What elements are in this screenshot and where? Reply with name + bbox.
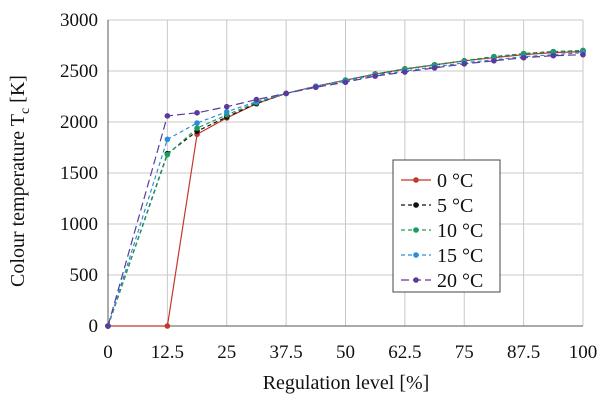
legend-label: 5 °C: [437, 195, 473, 217]
x-tick-label: 87.5: [507, 342, 540, 363]
axes: [107, 20, 583, 327]
data-point: [372, 73, 378, 79]
y-axis-title-main: Colour temperature T: [7, 114, 29, 287]
legend-swatch-marker: [413, 177, 419, 183]
data-point: [402, 69, 408, 75]
series-line: [107, 54, 584, 327]
x-tick-label: 62.5: [388, 342, 421, 363]
y-tick-label: 0: [89, 316, 99, 337]
legend: 0 °C 5 °C 10 °C 15 °C 20 °C: [392, 159, 501, 293]
legend-swatch-marker: [413, 227, 419, 233]
y-tick-label: 500: [70, 265, 99, 286]
x-tick-label: 50: [336, 342, 355, 363]
x-axis-title: Regulation level [%]: [263, 372, 430, 394]
y-tick-label: 1000: [60, 214, 98, 235]
series-line: [107, 50, 584, 327]
legend-label: 0 °C: [437, 170, 473, 192]
data-point: [164, 113, 171, 119]
data-point: [164, 323, 171, 329]
y-tick-label: 2000: [60, 112, 98, 133]
legend-swatch-marker: [413, 252, 419, 258]
legend-swatch-marker: [413, 202, 419, 208]
data-point: [194, 120, 200, 126]
legend-label: 10 °C: [437, 220, 483, 242]
x-tick-label: 12.5: [151, 342, 184, 363]
data-point: [223, 109, 230, 115]
data-point: [253, 96, 260, 103]
x-tick-label: 0: [103, 342, 113, 363]
series-layer: [105, 47, 586, 329]
y-tick-label: 3000: [60, 10, 98, 31]
y-tick-labels: 0 500 1000 1500 2000 2500 3000: [60, 10, 98, 337]
x-tick-label: 100: [569, 342, 598, 363]
series-4: [105, 51, 586, 329]
data-point: [283, 90, 289, 97]
data-point: [313, 84, 319, 91]
data-point: [431, 65, 438, 71]
legend-swatch-marker: [413, 277, 419, 283]
data-point: [461, 61, 468, 67]
y-tick-label: 2500: [60, 61, 98, 82]
data-point: [342, 79, 349, 86]
x-tick-label: 25: [217, 342, 236, 363]
data-point: [194, 110, 200, 116]
y-axis-title: Colour temperature Tc [K]: [7, 75, 33, 287]
y-tick-label: 1500: [60, 163, 98, 184]
data-point: [223, 103, 230, 110]
x-tick-label: 75: [455, 342, 474, 363]
legend-box: [392, 159, 501, 293]
data-point: [164, 136, 171, 143]
data-point: [491, 58, 497, 64]
data-point: [194, 125, 200, 131]
data-point: [105, 323, 111, 329]
legend-label: 20 °C: [437, 270, 483, 292]
series-line: [107, 52, 584, 327]
data-point: [580, 51, 586, 58]
x-tick-labels: 0 12.5 25 37.5 50 62.5 75 87.5 100: [103, 342, 597, 363]
grid: [107, 19, 584, 327]
data-point: [164, 151, 171, 158]
y-axis-title-subscript: c: [18, 108, 33, 114]
x-tick-label: 37.5: [270, 342, 303, 363]
data-point: [550, 52, 557, 59]
legend-label: 15 °C: [437, 245, 483, 267]
y-axis-title-unit: [K]: [7, 75, 29, 108]
data-point: [520, 54, 527, 61]
